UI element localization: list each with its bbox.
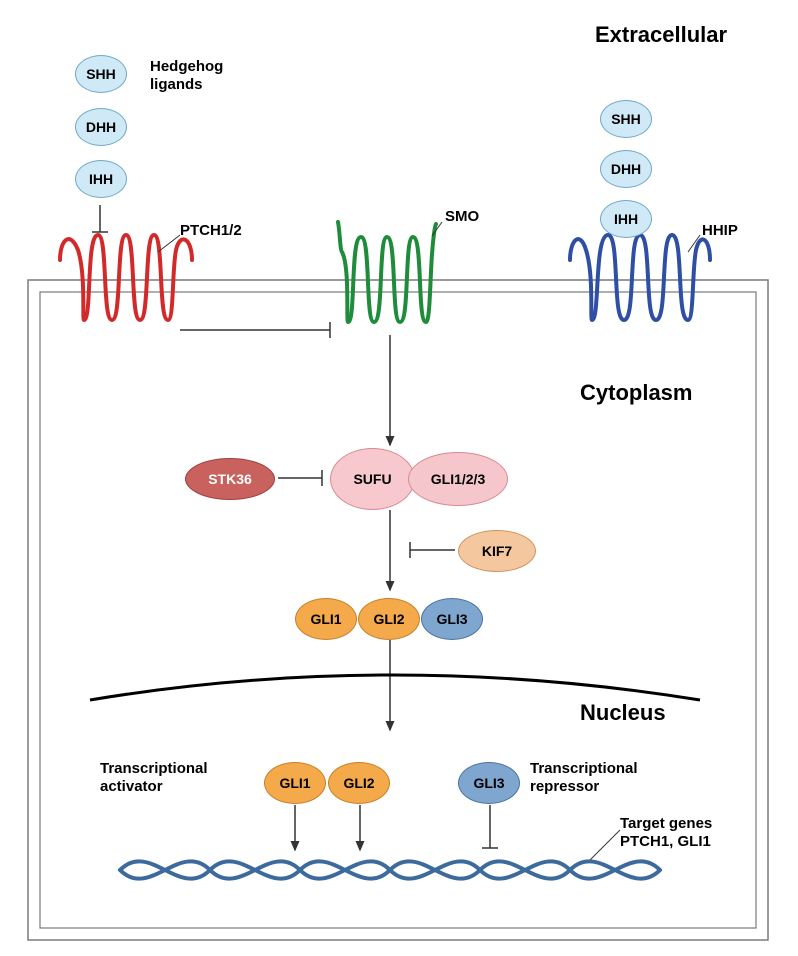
smo-receptor-icon [338,222,436,322]
gli2-nucleus: GLI2 [328,762,390,804]
smo-label: SMO [445,208,479,225]
nucleus-label: Nucleus [580,700,666,726]
target-leader [590,830,620,860]
shh-ligand-left: SHH [75,55,127,93]
ptch-label: PTCH1/2 [180,222,242,239]
shh-ligand-right: SHH [600,100,652,138]
hhip-leader [688,235,700,252]
gli1-nucleus: GLI1 [264,762,326,804]
target-label-1: Target genes [620,815,712,832]
target-label-2: PTCH1, GLI1 [620,833,711,850]
dhh-ligand-left: DHH [75,108,127,146]
stk36-protein: STK36 [185,458,275,500]
repressor-label-2: repressor [530,778,599,795]
gli123-protein: GLI1/2/3 [408,452,508,506]
dhh-ligand-right: DHH [600,150,652,188]
smo-leader [432,222,442,236]
gli3-cyto: GLI3 [421,598,483,640]
gli2-cyto: GLI2 [358,598,420,640]
ihh-ligand-right: IHH [600,200,652,238]
kif7-protein: KIF7 [458,530,536,572]
sufu-protein: SUFU [330,448,415,510]
gli1-cyto: GLI1 [295,598,357,640]
activator-label-2: activator [100,778,163,795]
repressor-label-1: Transcriptional [530,760,638,777]
activator-label-1: Transcriptional [100,760,208,777]
ihh-ligand-left: IHH [75,160,127,198]
ptch-leader [158,235,180,252]
hedgehog-ligands-label-2: ligands [150,76,203,93]
hhip-label: HHIP [702,222,738,239]
nucleus-envelope [90,675,700,700]
hedgehog-ligands-label-1: Hedgehog [150,58,223,75]
hhip-receptor-icon [570,235,710,320]
cytoplasm-label: Cytoplasm [580,380,692,406]
ptch-receptor-icon [60,235,192,320]
gli3-nucleus: GLI3 [458,762,520,804]
dna-icon [120,861,660,878]
extracellular-label: Extracellular [595,22,727,48]
